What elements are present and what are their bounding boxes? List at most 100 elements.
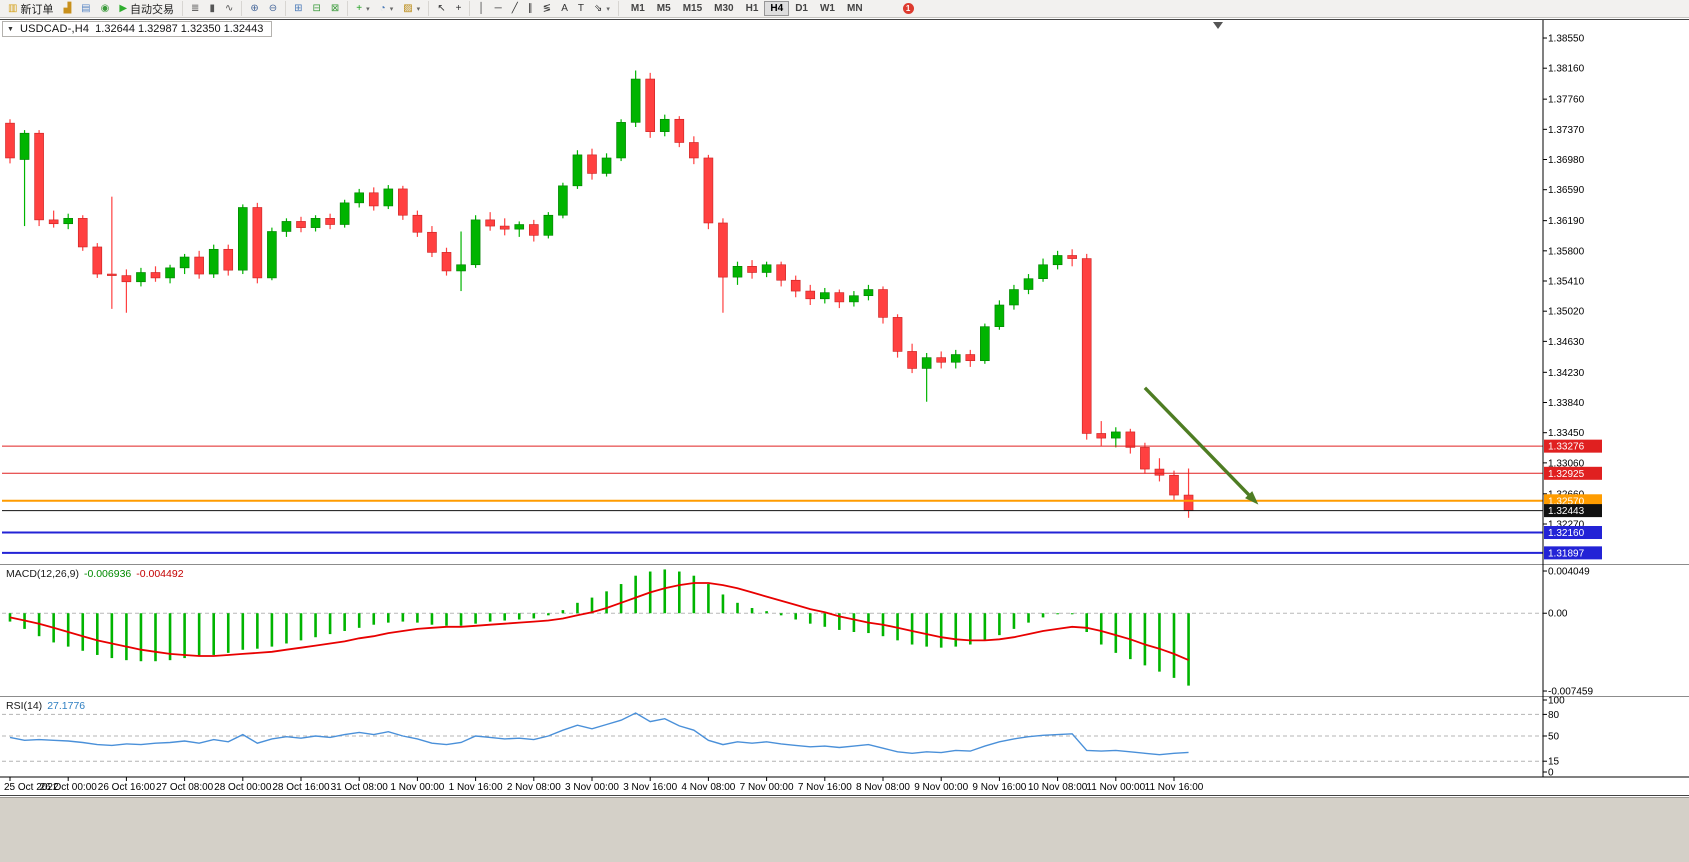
trendline-icon: ╱ [511, 2, 518, 14]
svg-text:1.32160: 1.32160 [1548, 528, 1585, 539]
svg-text:11 Nov 00:00: 11 Nov 00:00 [1086, 782, 1145, 793]
svg-text:11 Nov 16:00: 11 Nov 16:00 [1145, 782, 1204, 793]
clock-icon: ◔ [379, 2, 386, 14]
symbol-period-label: USDCAD-,H4 [19, 23, 90, 35]
autotrading-button[interactable]: ▶ 自动交易 [114, 1, 179, 16]
candlestick-chart-button[interactable]: ▮ [204, 1, 220, 16]
svg-text:1.34630: 1.34630 [1548, 337, 1585, 348]
trend-arrow-object[interactable] [1143, 386, 1259, 505]
svg-text:25 Oct 2022: 25 Oct 2022 [4, 782, 59, 793]
zoom-in-button[interactable]: ⊕ [245, 1, 263, 16]
crosshair-icon: + [455, 2, 462, 14]
timeframe-m30-button[interactable]: M30 [708, 1, 739, 16]
text-button[interactable]: A [556, 1, 573, 16]
notification-icon[interactable]: 1 [902, 3, 914, 14]
svg-text:1.32443: 1.32443 [1548, 506, 1585, 517]
vertical-line-button[interactable]: │ [473, 1, 489, 16]
rsi-indicator-label: RSI(14) 27.1776 [6, 700, 85, 712]
profiles-button[interactable]: ▤ [76, 1, 95, 16]
indicator-plus-icon: + [356, 2, 363, 14]
svg-text:80: 80 [1548, 710, 1560, 721]
svg-text:28 Oct 16:00: 28 Oct 16:00 [272, 782, 330, 793]
tile-windows-icon: ⊞ [294, 2, 303, 14]
timeframe-m15-button[interactable]: M15 [677, 1, 708, 16]
svg-text:0: 0 [1548, 768, 1554, 779]
new-chart-button[interactable]: ▟ [58, 1, 76, 16]
chevron-down-icon: ▾ [389, 5, 394, 13]
svg-text:7 Nov 00:00: 7 Nov 00:00 [740, 782, 794, 793]
timeframe-toolbar: M1 M5 M15 M30 H1 H4 D1 W1 MN [625, 1, 869, 16]
zoom-in-icon: ⊕ [250, 2, 259, 14]
crosshair-button[interactable]: + [451, 1, 467, 16]
horizontal-line-button[interactable]: ─ [490, 1, 507, 16]
macd-indicator-label: MACD(12,26,9) -0.006936 -0.004492 [6, 568, 184, 580]
svg-text:10 Nov 08:00: 10 Nov 08:00 [1028, 782, 1088, 793]
svg-text:0.004049: 0.004049 [1548, 567, 1590, 578]
chart-window: 1.38550 1.38160 1.37760 1.37370 1.36980 1.365… [0, 18, 1689, 797]
svg-text:1.33276: 1.33276 [1548, 442, 1585, 453]
svg-text:1.32270: 1.32270 [1548, 519, 1585, 530]
zoom-out-button[interactable]: ⊖ [264, 1, 282, 16]
svg-text:3 Nov 16:00: 3 Nov 16:00 [623, 782, 677, 793]
vertical-line-icon: │ [478, 2, 485, 14]
cursor-button[interactable]: ↖ [432, 1, 450, 16]
timeframe-m1-button[interactable]: M1 [625, 1, 651, 16]
svg-text:28 Oct 00:00: 28 Oct 00:00 [214, 782, 272, 793]
indicators-button[interactable]: + ▾ [351, 1, 374, 16]
arrow-tool-icon: ⇘ [593, 2, 603, 14]
timeframe-h1-button[interactable]: H1 [740, 1, 765, 16]
svg-text:1.37760: 1.37760 [1548, 95, 1585, 106]
bar-chart-button[interactable]: ≣ [186, 1, 204, 16]
timeframe-m5-button[interactable]: M5 [651, 1, 677, 16]
macd-signal-value: -0.004492 [136, 568, 184, 580]
main-toolbar: ▥ 新订单 ▟ ▤ ◉ ▶ 自动交易 ≣ ▮ ∿ ⊕ ⊖ ⊞ ⊟ ⊠ + ▾ ◔ ▾ ▨ ▾ ↖ + │ ─ ╱ ∥ ≶ A T ⇘ ▾ M1… [0, 0, 1689, 18]
market-watch-icon: ◉ [100, 2, 110, 14]
timeframe-d1-button[interactable]: D1 [789, 1, 814, 16]
macd-main-value: -0.006936 [83, 568, 132, 580]
chart-canvas[interactable]: 1.38550 1.38160 1.37760 1.37370 1.36980 1.365… [0, 18, 1689, 797]
auto-arrange-icon: ⊟ [312, 2, 321, 14]
line-chart-button[interactable]: ∿ [220, 1, 238, 16]
tile-windows-button[interactable]: ⊞ [289, 1, 307, 16]
timeframe-mn-button[interactable]: MN [841, 1, 869, 16]
svg-text:1.33840: 1.33840 [1548, 398, 1585, 409]
trendline-button[interactable]: ╱ [507, 1, 523, 16]
toolbar-group: ▥ 新订单 ▟ ▤ ◉ ▶ 自动交易 [0, 1, 184, 16]
svg-text:8 Nov 08:00: 8 Nov 08:00 [856, 782, 910, 793]
auto-arrange-button[interactable]: ⊟ [308, 1, 326, 16]
svg-text:26 Oct 00:00: 26 Oct 00:00 [40, 782, 98, 793]
label-button[interactable]: T [573, 1, 589, 16]
svg-text:1.36190: 1.36190 [1548, 216, 1585, 227]
svg-text:3 Nov 00:00: 3 Nov 00:00 [565, 782, 619, 793]
profiles-icon: ▤ [81, 2, 91, 14]
arrows-button[interactable]: ⇘ ▾ [589, 1, 615, 16]
macd-panel [2, 569, 1543, 686]
svg-text:1.35800: 1.35800 [1548, 246, 1585, 257]
channel-button[interactable]: ∥ [523, 1, 538, 16]
fibonacci-icon: ≶ [542, 2, 552, 14]
price-axis[interactable]: 1.38550 1.38160 1.37760 1.37370 1.36980 1.365… [1542, 20, 1593, 779]
timeframe-w1-button[interactable]: W1 [814, 1, 841, 16]
fibonacci-button[interactable]: ≶ [538, 1, 556, 16]
svg-text:1.31897: 1.31897 [1548, 548, 1585, 559]
market-watch-button[interactable]: ◉ [96, 1, 115, 16]
svg-text:1 Nov 16:00: 1 Nov 16:00 [449, 782, 503, 793]
track-chart-button[interactable]: ⊠ [326, 1, 344, 16]
periods-button[interactable]: ◔ ▾ [375, 1, 399, 16]
chevron-down-icon: ▾ [366, 5, 370, 13]
collapse-triangle-icon[interactable]: ▼ [7, 25, 14, 33]
rsi-panel [2, 712, 1543, 762]
templates-button[interactable]: ▨ ▾ [398, 1, 425, 16]
autotrading-play-icon: ▶ [119, 2, 128, 14]
chart-shift-marker-icon[interactable] [1213, 22, 1223, 29]
autotrading-button-label: 自动交易 [130, 3, 175, 16]
timeframe-h4-button[interactable]: H4 [764, 1, 790, 16]
new-order-button[interactable]: ▥ 新订单 [3, 1, 58, 16]
chevron-down-icon: ▾ [606, 5, 610, 13]
bar-chart-icon: ≣ [191, 2, 200, 14]
cursor-icon: ↖ [437, 2, 446, 14]
toolbar-group: │ ─ ╱ ∥ ≶ A T ⇘ ▾ [470, 1, 619, 16]
svg-text:7 Nov 16:00: 7 Nov 16:00 [798, 782, 852, 793]
